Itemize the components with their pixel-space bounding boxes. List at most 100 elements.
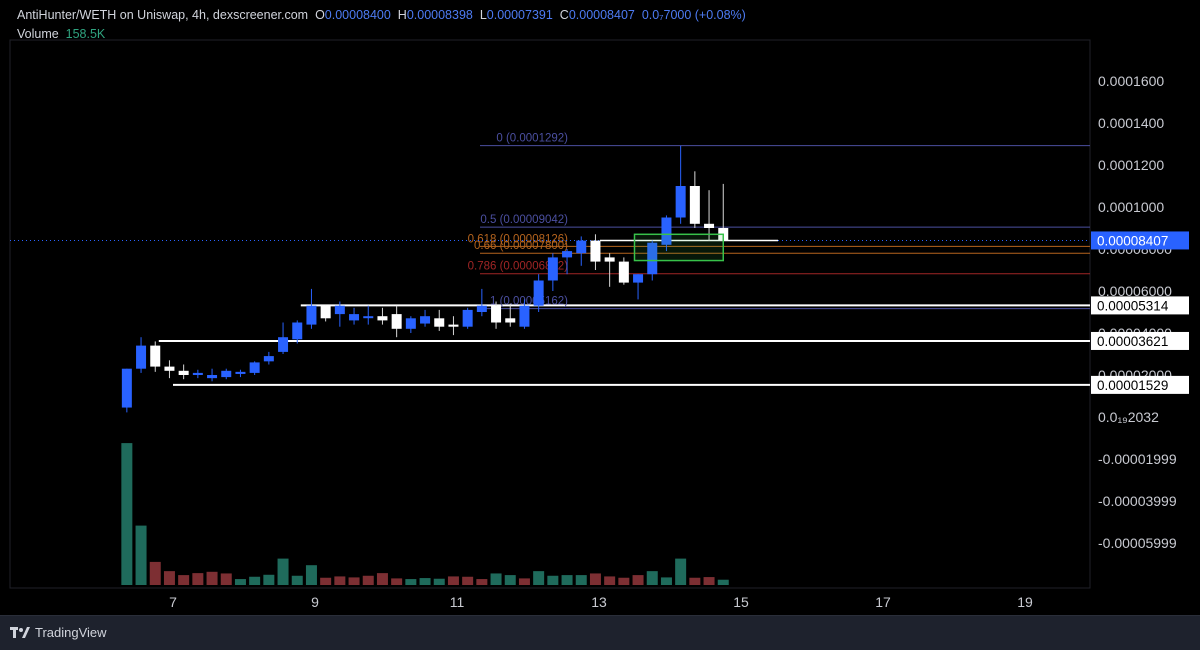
fib-label: 0.618 (0.00008126)	[468, 233, 569, 245]
volume-bar	[462, 576, 474, 585]
support-price-tag: 0.00003621	[1097, 334, 1168, 349]
volume-bar	[362, 575, 374, 585]
y-tick-label: -0.00005999	[1098, 535, 1177, 551]
volume-bar	[533, 571, 545, 585]
candle-body	[689, 186, 700, 224]
candle-body	[349, 314, 360, 321]
candle-body	[661, 217, 672, 245]
plot-frame	[9, 39, 1091, 589]
candle-body	[462, 309, 473, 327]
volume-bar	[547, 575, 559, 585]
volume-bar	[419, 578, 431, 585]
volume-bar	[291, 575, 303, 585]
candle-body	[704, 223, 715, 228]
volume-bar	[689, 577, 701, 585]
volume-bar	[348, 577, 360, 585]
volume-bar	[376, 573, 388, 585]
low-label: L	[479, 8, 487, 22]
candle-body	[448, 324, 459, 327]
candle-body	[150, 345, 161, 367]
volume-bar	[135, 525, 147, 585]
candle-body	[633, 274, 644, 283]
tradingview-logo[interactable]: TradingView	[10, 625, 107, 640]
price-chart[interactable]: 0.0001600 0.0001400 0.0001200 0.0001000 0.00…	[0, 0, 1200, 615]
open-label: O	[315, 8, 325, 22]
y-tick-label: 0.0001600	[1098, 73, 1164, 89]
volume-bar	[433, 578, 445, 585]
y-tick-label: -0.00001999	[1098, 451, 1177, 467]
volume-bar	[717, 579, 729, 585]
volume-bar	[604, 576, 616, 585]
candle-body	[292, 322, 303, 340]
volume-bar	[320, 577, 332, 585]
support-price-tag: 0.00001529	[1097, 378, 1168, 393]
candle-body	[207, 375, 218, 379]
candle-body	[434, 318, 445, 327]
volume-bar	[405, 579, 417, 585]
volume-bar	[334, 576, 346, 585]
candle-body	[420, 316, 431, 324]
volume-bar	[589, 573, 601, 585]
volume-bar	[675, 558, 687, 585]
fib-label: 0.5 (0.00009042)	[480, 214, 568, 226]
open-value: 0.00008400	[324, 8, 391, 22]
volume-bar	[178, 575, 190, 585]
candle-body	[675, 186, 686, 218]
candle-body	[491, 305, 502, 323]
y-tick-label: 0.0001000	[1098, 199, 1164, 215]
high-label: H	[397, 8, 407, 22]
close-label: C	[559, 8, 569, 22]
close-value: 0.00008407	[568, 8, 635, 22]
volume-bar	[646, 571, 658, 585]
candle-body	[235, 371, 246, 374]
x-tick-label: 15	[733, 594, 749, 610]
candle-body	[363, 316, 374, 319]
candle-body	[320, 305, 331, 319]
candle-body	[278, 337, 289, 352]
candle-body	[533, 280, 544, 306]
fib-label: 0.66 (0.00007800)	[474, 240, 568, 252]
tradingview-icon	[10, 626, 30, 638]
volume-label: Volume	[17, 27, 59, 41]
candle-body	[604, 257, 615, 262]
candle-body	[519, 305, 530, 327]
y-tick-label: 0.00006000	[1098, 283, 1172, 299]
volume-bar	[234, 579, 246, 585]
x-tick-label: 9	[311, 594, 319, 610]
volume-bar	[121, 443, 133, 585]
support-price-tag: 0.00005314	[1097, 298, 1169, 313]
chart-area[interactable]: 0.0001600 0.0001400 0.0001200 0.0001000 0.00…	[0, 0, 1200, 615]
x-tick-label: 19	[1017, 594, 1033, 610]
x-tick-label: 11	[450, 594, 465, 610]
fib-label: 1 (0.00005162)	[490, 296, 568, 308]
volume-bar	[220, 573, 232, 585]
candle-body	[221, 370, 232, 378]
x-tick-label: 17	[875, 594, 891, 610]
candle-body	[164, 366, 175, 371]
candle-body	[405, 318, 416, 329]
support-price-tag-bg	[1091, 375, 1189, 394]
candle-body	[476, 305, 487, 312]
support-price-tag-bg	[1091, 296, 1189, 315]
volume-bar	[618, 577, 630, 585]
y-tick-label: 0.0001400	[1098, 115, 1164, 131]
candle-body	[263, 356, 274, 362]
volume-bar	[447, 576, 459, 585]
volume-bar	[660, 577, 672, 585]
brand-label: TradingView	[35, 625, 107, 640]
volume-bar	[391, 578, 403, 585]
candle-body	[377, 316, 388, 321]
volume-bar	[277, 558, 289, 585]
volume-bar	[249, 576, 261, 585]
current-price-tag: 0.00008407	[1097, 233, 1168, 248]
volume-bar	[163, 571, 175, 585]
candle-body	[249, 362, 260, 373]
volume-bar	[149, 561, 161, 585]
candle-body	[562, 251, 573, 258]
fib-label: 0 (0.0001292)	[496, 133, 568, 145]
fib-label: 0.786 (0.00006822)	[468, 261, 569, 273]
y-tick-label: -0.00003999	[1098, 493, 1177, 509]
x-tick-label: 7	[169, 594, 177, 610]
candle-body	[306, 305, 317, 325]
volume-bar	[476, 579, 488, 585]
